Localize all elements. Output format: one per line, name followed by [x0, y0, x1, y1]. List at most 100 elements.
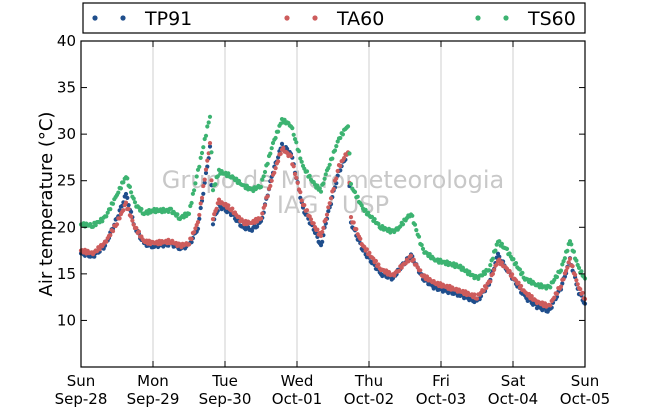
data-point [118, 186, 123, 191]
data-point [363, 207, 368, 212]
data-point [488, 263, 493, 268]
data-point [273, 166, 278, 171]
data-point [298, 190, 303, 195]
data-point [406, 259, 411, 264]
data-point [565, 248, 570, 253]
data-point [320, 239, 325, 244]
data-point [295, 180, 300, 185]
data-point [419, 242, 424, 248]
data-point [192, 188, 197, 193]
x-tick-label-date: Oct-01 [272, 390, 322, 408]
data-point [424, 274, 430, 279]
data-point [203, 167, 209, 172]
data-point [497, 257, 502, 262]
data-point [326, 166, 331, 171]
legend-frame [82, 2, 586, 34]
data-point [139, 206, 144, 212]
data-point [552, 295, 557, 300]
data-point [552, 277, 557, 282]
data-point [554, 274, 560, 280]
data-point [126, 206, 131, 212]
data-point [216, 197, 222, 202]
data-point [400, 222, 406, 227]
data-point [199, 150, 205, 156]
data-point [210, 188, 216, 193]
data-point [373, 258, 378, 264]
data-point [270, 140, 276, 146]
data-point [372, 217, 377, 222]
data-point [195, 220, 201, 225]
legend-marker [284, 15, 290, 21]
data-point [352, 189, 358, 195]
data-point [100, 219, 105, 224]
data-point [226, 171, 231, 176]
data-point [168, 206, 174, 211]
series-layer [78, 114, 588, 314]
data-point [412, 222, 418, 227]
data-point [507, 268, 512, 274]
data-point [335, 168, 340, 174]
data-point [318, 243, 324, 248]
data-point [334, 144, 339, 149]
data-point [323, 172, 328, 177]
data-point [328, 196, 334, 201]
data-point [564, 268, 569, 273]
legend-label-ts60: TS60 [527, 8, 576, 30]
data-point [132, 200, 138, 205]
legend-marker [120, 15, 126, 21]
data-point [288, 153, 294, 158]
data-point [214, 206, 219, 211]
data-point [560, 262, 565, 267]
data-point [192, 230, 197, 235]
data-point [410, 213, 415, 218]
data-point [364, 247, 369, 252]
data-point [367, 250, 372, 255]
data-point [507, 251, 512, 256]
data-point [497, 239, 502, 244]
data-point [529, 294, 534, 299]
x-tick-label-date: Oct-04 [488, 390, 538, 408]
data-point [255, 224, 260, 229]
data-point [276, 129, 281, 134]
data-point [213, 182, 218, 187]
data-point [323, 217, 328, 222]
data-point [509, 272, 515, 277]
data-point [562, 256, 568, 261]
data-point [265, 161, 270, 166]
data-point [320, 229, 325, 235]
data-point [117, 216, 122, 221]
data-point [262, 203, 268, 208]
data-point [321, 181, 326, 186]
data-point [299, 159, 304, 164]
data-point [396, 268, 402, 273]
data-point [279, 141, 285, 146]
y-tick-label: 30 [57, 125, 76, 143]
data-point [193, 226, 198, 231]
legend-label-ta60: TA60 [336, 8, 384, 30]
data-point [327, 201, 332, 206]
x-tick-label-date: Oct-02 [344, 390, 394, 408]
data-point [186, 242, 192, 247]
y-axis-label: Air temperature (°C) [36, 112, 57, 297]
data-point [414, 228, 419, 233]
data-point [129, 214, 134, 219]
legend: TP91 TA60 TS60 [82, 2, 586, 34]
data-point [517, 267, 523, 272]
data-point [269, 178, 274, 183]
data-point [194, 174, 199, 179]
data-point [125, 176, 130, 181]
data-point [207, 114, 213, 119]
data-point [281, 145, 286, 151]
series-ts60 [78, 114, 588, 291]
data-point [261, 174, 266, 179]
data-point [209, 178, 214, 183]
data-point [408, 253, 414, 258]
x-tick-label-date: Sep-28 [55, 390, 108, 408]
data-point [294, 175, 299, 180]
data-point [565, 265, 570, 270]
data-point [130, 218, 135, 223]
data-point [519, 283, 524, 289]
data-point [258, 216, 264, 221]
data-point [123, 191, 129, 197]
data-point [474, 296, 480, 301]
